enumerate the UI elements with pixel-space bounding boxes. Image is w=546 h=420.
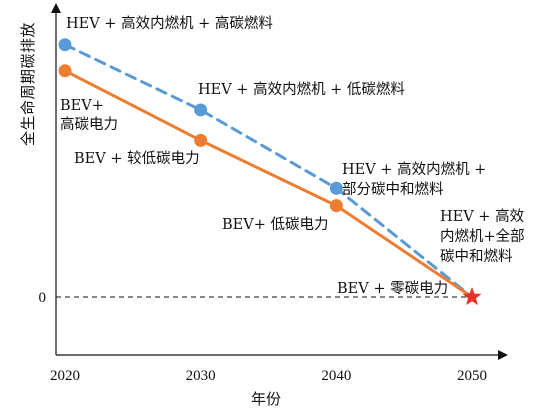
annotation-line: BEV + 较低碳电力 [74, 149, 200, 167]
annotation-line: 碳中和燃料 [440, 247, 513, 265]
series-1-point [329, 181, 343, 195]
annotation-layer: HEV + 高效内燃机 + 高碳燃料 HEV + 高效内燃机 + 低碳燃料 HEV … [60, 14, 525, 297]
annotation-line: 高碳电力 [60, 116, 118, 133]
annotation-line: HEV + 高效内燃机 + 低碳燃料 [198, 80, 405, 98]
annotation-bev-high-power: BEV+ 高碳电力 [60, 98, 118, 133]
annotation-hev-low-fuel: HEV + 高效内燃机 + 低碳燃料 [198, 80, 405, 98]
annotation-line: HEV + 高效内燃机 + [342, 160, 486, 178]
series-1-point [194, 103, 208, 117]
series-layer [58, 38, 482, 306]
annotation-line: BEV+ [60, 98, 104, 114]
x-axis-label: 年份 [251, 390, 281, 408]
x-tick-label: 2030 [186, 368, 216, 384]
series-2-point [329, 199, 343, 213]
annotation-bev-low-power: BEV+ 低碳电力 [222, 216, 328, 233]
annotation-hev-full-neutral: HEV + 高效内燃机+全部碳中和燃料 [440, 208, 525, 265]
annotation-hev-partial-neutral: HEV + 高效内燃机 + 部分碳中和燃料 [342, 160, 486, 198]
series-2-point [194, 133, 208, 147]
annotation-line: 内燃机+全部 [440, 227, 525, 245]
endpoint-star-marker [462, 287, 482, 306]
annotation-bev-lower-power: BEV + 较低碳电力 [74, 149, 200, 167]
annotation-bev-zero-power: BEV + 零碳电力 [337, 280, 448, 297]
series-1-point [58, 38, 72, 52]
series-line-1 [63, 43, 474, 299]
series-2-point [58, 64, 72, 78]
x-tick-label: 2020 [50, 368, 80, 384]
y-tick-label-zero: 0 [39, 290, 47, 306]
y-axis-label: 全生命周期碳排放 [19, 22, 37, 146]
annotation-line: BEV + 零碳电力 [337, 280, 448, 297]
annotation-line: HEV + 高效内燃机 + 高碳燃料 [66, 14, 273, 32]
series-line-2 [63, 69, 474, 299]
axes [51, 3, 508, 360]
x-tick-labels: 2020 2030 2040 2050 [50, 368, 487, 384]
x-tick-label: 2050 [457, 368, 487, 384]
annotation-hev-high-fuel: HEV + 高效内燃机 + 高碳燃料 [66, 14, 273, 32]
annotation-line: BEV+ 低碳电力 [222, 216, 328, 233]
annotation-line: HEV + 高效 [440, 208, 525, 225]
x-tick-label: 2040 [321, 368, 351, 384]
annotation-line: 部分碳中和燃料 [342, 180, 444, 198]
